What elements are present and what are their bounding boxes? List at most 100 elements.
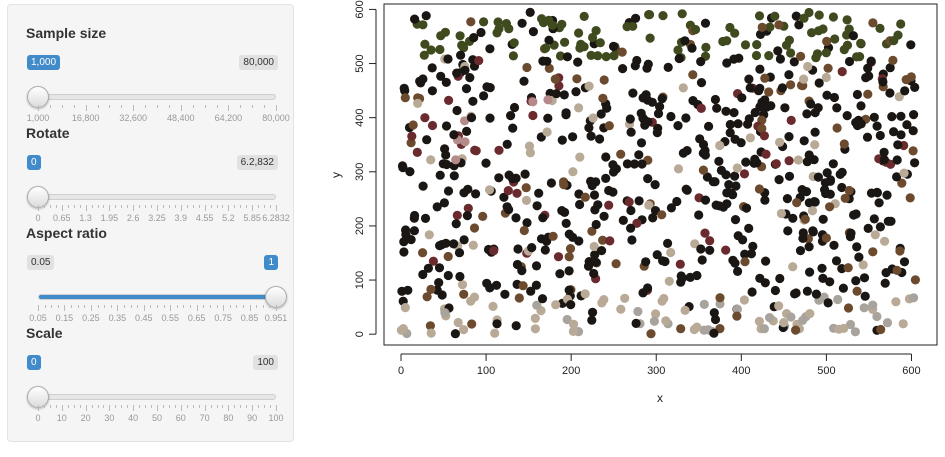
- scatter-point: [466, 17, 476, 27]
- scatter-point: [830, 34, 840, 44]
- scatter-point: [481, 158, 491, 168]
- slider-tick: [256, 305, 258, 308]
- scatter-point: [747, 287, 757, 297]
- slider-tick: [252, 405, 254, 411]
- scatter-point: [775, 137, 785, 147]
- scatter-point: [901, 75, 911, 85]
- scatter-point: [504, 205, 514, 215]
- scatter-point: [896, 111, 906, 121]
- scatter-point: [557, 135, 567, 145]
- scale-tick-label: 60: [175, 413, 186, 423]
- scatter-point: [494, 145, 504, 155]
- scatter-point: [444, 95, 454, 105]
- scatter-point: [400, 93, 410, 103]
- scatter-point: [631, 13, 641, 23]
- scatter-point: [601, 152, 611, 162]
- aspect-ratio-slider-ticks: [38, 305, 277, 311]
- scatter-point: [561, 110, 571, 120]
- scatter-point: [405, 167, 415, 177]
- scatter-point: [439, 198, 449, 208]
- scatter-point: [544, 35, 554, 45]
- scatter-point: [722, 58, 732, 68]
- slider-tick: [127, 405, 129, 408]
- sample-size-tick-label: 80,000: [262, 113, 290, 123]
- scatter-point: [832, 103, 842, 113]
- slider-tick: [91, 205, 93, 208]
- x-tick-label: 500: [817, 365, 835, 377]
- scatter-point: [755, 64, 765, 74]
- scatter-point: [666, 203, 676, 213]
- slider-tick: [186, 405, 188, 408]
- scatter-point: [454, 248, 465, 258]
- aspect-ratio-min-value: 0.05: [27, 255, 55, 270]
- scatter-point: [746, 249, 756, 259]
- scatter-point: [586, 50, 596, 61]
- rotate-tick-label: 1.3: [79, 213, 92, 223]
- sample-size-slider-track[interactable]: [38, 94, 276, 100]
- scatter-point: [555, 269, 565, 279]
- slider-tick: [240, 105, 242, 108]
- scatter-point: [457, 40, 467, 50]
- scatter-point: [837, 167, 847, 177]
- scatter-point: [633, 306, 643, 317]
- scatter-point: [786, 115, 796, 125]
- scatter-point: [750, 154, 760, 164]
- aspect-ratio-slider-track[interactable]: [38, 294, 276, 300]
- scatter-point: [658, 11, 668, 21]
- scatter-point: [587, 315, 597, 325]
- scatter-point: [714, 156, 724, 166]
- scatter-point: [730, 171, 740, 181]
- scatter-point: [842, 111, 852, 121]
- slider-tick: [109, 105, 111, 108]
- scatter-point: [760, 195, 770, 205]
- scatter-point: [869, 214, 879, 224]
- slider-tick: [115, 405, 117, 408]
- scatter-point: [525, 148, 535, 158]
- scatter-point: [687, 43, 697, 53]
- slider-tick: [236, 305, 238, 308]
- scatter-point: [740, 249, 750, 259]
- scatter-point: [512, 188, 522, 198]
- slider-tick: [228, 405, 230, 411]
- scatter-point: [774, 301, 784, 311]
- slider-tick: [198, 405, 200, 408]
- slider-tick: [49, 105, 51, 108]
- scatter-point: [521, 195, 532, 205]
- scatter-point: [627, 235, 637, 245]
- slider-tick: [57, 305, 59, 308]
- scatter-point: [765, 22, 775, 32]
- scatter-point: [460, 137, 470, 147]
- scatter-point: [698, 165, 708, 175]
- scatter-point: [575, 43, 585, 53]
- slider-tick: [246, 405, 248, 408]
- scatter-point: [463, 203, 473, 213]
- scale-slider-track[interactable]: [38, 394, 276, 400]
- rotate-slider-ticks: [38, 205, 277, 211]
- scatter-point: [618, 215, 628, 225]
- scatter-point: [599, 295, 609, 305]
- slider-tick: [276, 105, 277, 111]
- rotate-slider-track[interactable]: [38, 194, 276, 200]
- scatter-point: [427, 63, 437, 73]
- scatter-point: [852, 286, 862, 296]
- scatter-point: [422, 135, 432, 145]
- scatter-point: [814, 78, 824, 88]
- slider-tick: [190, 305, 192, 308]
- scatter-point: [499, 192, 509, 202]
- scatter-point: [788, 262, 798, 272]
- slider-tick: [240, 405, 242, 408]
- scatter-point: [400, 303, 410, 313]
- slider-tick: [103, 205, 105, 208]
- x-tick-label: 100: [477, 365, 495, 377]
- scatter-point: [537, 294, 548, 304]
- slider-tick: [258, 205, 260, 208]
- scatter-point: [879, 147, 889, 157]
- scatter-point: [517, 18, 527, 28]
- scatter-point: [804, 242, 814, 252]
- scatter-point: [874, 198, 884, 208]
- slider-tick: [38, 105, 39, 111]
- slider-tick: [204, 405, 206, 411]
- slider-tick: [61, 205, 63, 211]
- scatter-point: [771, 159, 781, 169]
- scatter-point: [732, 304, 742, 314]
